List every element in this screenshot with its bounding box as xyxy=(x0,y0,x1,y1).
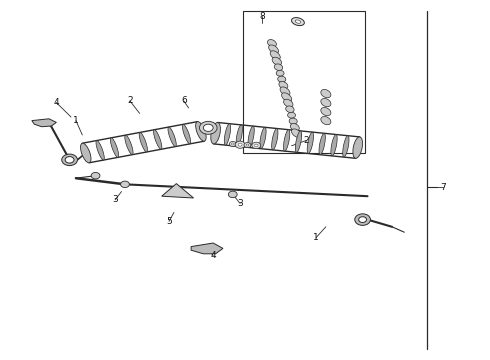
Ellipse shape xyxy=(292,18,304,26)
Ellipse shape xyxy=(211,122,220,144)
Text: 1: 1 xyxy=(73,116,79,125)
Ellipse shape xyxy=(343,136,349,157)
Polygon shape xyxy=(162,184,194,198)
Ellipse shape xyxy=(272,57,282,65)
Ellipse shape xyxy=(307,132,314,153)
Text: 4: 4 xyxy=(210,251,216,260)
Ellipse shape xyxy=(248,126,254,148)
Text: 3: 3 xyxy=(237,199,243,208)
Polygon shape xyxy=(191,243,223,254)
Ellipse shape xyxy=(96,140,104,160)
Ellipse shape xyxy=(270,51,280,60)
Circle shape xyxy=(228,191,237,198)
Circle shape xyxy=(229,141,236,147)
Ellipse shape xyxy=(321,117,331,125)
Circle shape xyxy=(91,172,100,179)
Ellipse shape xyxy=(196,122,206,141)
Text: 8: 8 xyxy=(259,12,265,21)
Ellipse shape xyxy=(292,129,301,138)
Ellipse shape xyxy=(139,132,147,152)
Circle shape xyxy=(252,142,261,149)
Circle shape xyxy=(65,157,74,163)
Circle shape xyxy=(238,143,242,146)
Ellipse shape xyxy=(269,45,278,54)
Text: 4: 4 xyxy=(53,98,59,107)
Circle shape xyxy=(246,144,249,146)
Ellipse shape xyxy=(274,64,283,71)
Ellipse shape xyxy=(278,76,286,82)
Ellipse shape xyxy=(321,90,331,98)
Circle shape xyxy=(121,181,129,188)
Circle shape xyxy=(199,121,217,134)
Text: 1: 1 xyxy=(313,233,319,242)
Ellipse shape xyxy=(276,70,284,76)
Ellipse shape xyxy=(80,143,91,163)
Ellipse shape xyxy=(289,118,297,124)
Circle shape xyxy=(359,217,367,222)
Polygon shape xyxy=(32,119,56,127)
Ellipse shape xyxy=(280,87,290,95)
Ellipse shape xyxy=(288,112,295,118)
Ellipse shape xyxy=(168,127,176,147)
Ellipse shape xyxy=(279,82,288,89)
FancyBboxPatch shape xyxy=(243,11,365,153)
Ellipse shape xyxy=(291,123,299,131)
Circle shape xyxy=(235,141,245,148)
Circle shape xyxy=(203,124,213,131)
Text: 6: 6 xyxy=(181,96,187,105)
Ellipse shape xyxy=(153,130,162,149)
Ellipse shape xyxy=(321,108,331,116)
Circle shape xyxy=(254,144,258,147)
Ellipse shape xyxy=(271,129,278,150)
Circle shape xyxy=(231,143,234,145)
Ellipse shape xyxy=(268,40,276,47)
Text: 2: 2 xyxy=(127,96,133,105)
Ellipse shape xyxy=(284,99,293,107)
Ellipse shape xyxy=(295,131,302,152)
Circle shape xyxy=(355,214,370,225)
Ellipse shape xyxy=(353,137,363,158)
Ellipse shape xyxy=(286,106,294,112)
Text: 5: 5 xyxy=(166,217,172,226)
Text: 7: 7 xyxy=(441,183,446,192)
Ellipse shape xyxy=(224,124,231,145)
Ellipse shape xyxy=(321,99,331,107)
Ellipse shape xyxy=(295,20,301,23)
Ellipse shape xyxy=(125,135,133,155)
Circle shape xyxy=(244,143,251,148)
Ellipse shape xyxy=(319,133,325,155)
Text: 2: 2 xyxy=(303,136,309,145)
Text: 3: 3 xyxy=(112,195,118,204)
Ellipse shape xyxy=(110,138,119,157)
Ellipse shape xyxy=(282,93,292,102)
Circle shape xyxy=(62,154,77,166)
Ellipse shape xyxy=(182,124,191,144)
Ellipse shape xyxy=(331,135,337,156)
Ellipse shape xyxy=(284,130,290,151)
Ellipse shape xyxy=(236,125,243,146)
Ellipse shape xyxy=(260,127,266,149)
